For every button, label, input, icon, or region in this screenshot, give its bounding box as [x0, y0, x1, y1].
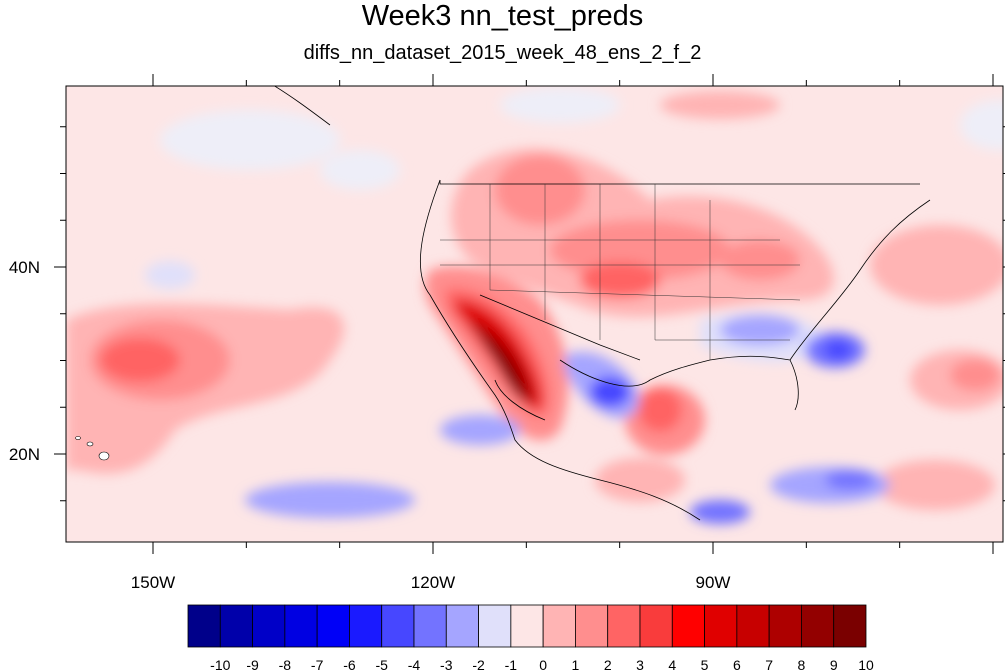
colorbar-label: 2: [604, 657, 612, 672]
colorbar-swatch: [187, 604, 221, 648]
colorbar-label: 6: [733, 657, 741, 672]
colorbar-label: 3: [636, 657, 644, 672]
colorbar-label: 7: [765, 657, 773, 672]
colorbar-swatch: [445, 604, 479, 648]
map-field: [66, 86, 1003, 542]
colorbar-label: 9: [830, 657, 838, 672]
colorbar-swatch: [381, 604, 415, 648]
colorbar-label: 5: [701, 657, 709, 672]
colorbar-label: -3: [440, 657, 453, 672]
colorbar-label: 0: [539, 657, 547, 672]
colorbar-labels: -10 -9 -8 -7 -6 -5 -4 -3 -2 -1 0 1 2 3 4 5 6 7 8 9 10: [210, 657, 874, 672]
y-tick-label: 40N: [9, 258, 40, 277]
colorbar-swatch: [671, 604, 705, 648]
colorbar-label: -2: [472, 657, 485, 672]
colorbar-swatch: [219, 604, 253, 648]
y-tick-label: 20N: [9, 445, 40, 464]
colorbar-label: -6: [343, 657, 356, 672]
x-tick-label: 120W: [411, 573, 455, 592]
colorbar-label: -9: [246, 657, 259, 672]
colorbar-swatch: [252, 604, 286, 648]
colorbar-label: -1: [505, 657, 518, 672]
colorbar-swatch: [284, 604, 318, 648]
colorbar-swatch: [542, 604, 576, 648]
map-outlines: [273, 86, 931, 521]
colorbar-label: -4: [408, 657, 421, 672]
y-tick-labels: 20N 40N: [9, 258, 40, 464]
colorbar-swatch: [833, 604, 867, 648]
colorbar-label: 4: [668, 657, 676, 672]
colorbar-swatch: [510, 604, 544, 648]
colorbar-swatch: [704, 604, 738, 648]
colorbar-label: 10: [858, 657, 874, 672]
chart-subtitle: diffs_nn_dataset_2015_week_48_ens_2_f_2: [303, 42, 702, 64]
colorbar-swatch: [349, 604, 383, 648]
x-tick-label: 90W: [696, 573, 731, 592]
colorbar-label: 1: [572, 657, 580, 672]
colorbar: [187, 604, 867, 648]
colorbar-swatch: [736, 604, 770, 648]
colorbar-swatch: [478, 604, 512, 648]
x-tick-label: 150W: [131, 573, 175, 592]
colorbar-label: -10: [210, 657, 230, 672]
colorbar-label: 8: [798, 657, 806, 672]
colorbar-swatch: [801, 604, 835, 648]
colorbar-swatch: [413, 604, 447, 648]
colorbar-label: -5: [375, 657, 388, 672]
colorbar-swatch: [607, 604, 641, 648]
colorbar-swatch: [768, 604, 802, 648]
colorbar-swatch: [639, 604, 673, 648]
colorbar-label: -7: [311, 657, 324, 672]
colorbar-swatch: [575, 604, 609, 648]
state-borders: [440, 184, 801, 360]
chart-title: Week3 nn_test_preds: [361, 0, 644, 32]
x-tick-labels: 150W 120W 90W: [131, 573, 731, 592]
colorbar-label: -8: [279, 657, 292, 672]
colorbar-swatch: [316, 604, 350, 648]
map-ticks: [54, 74, 1005, 554]
hawaii-islands: [75, 436, 110, 461]
